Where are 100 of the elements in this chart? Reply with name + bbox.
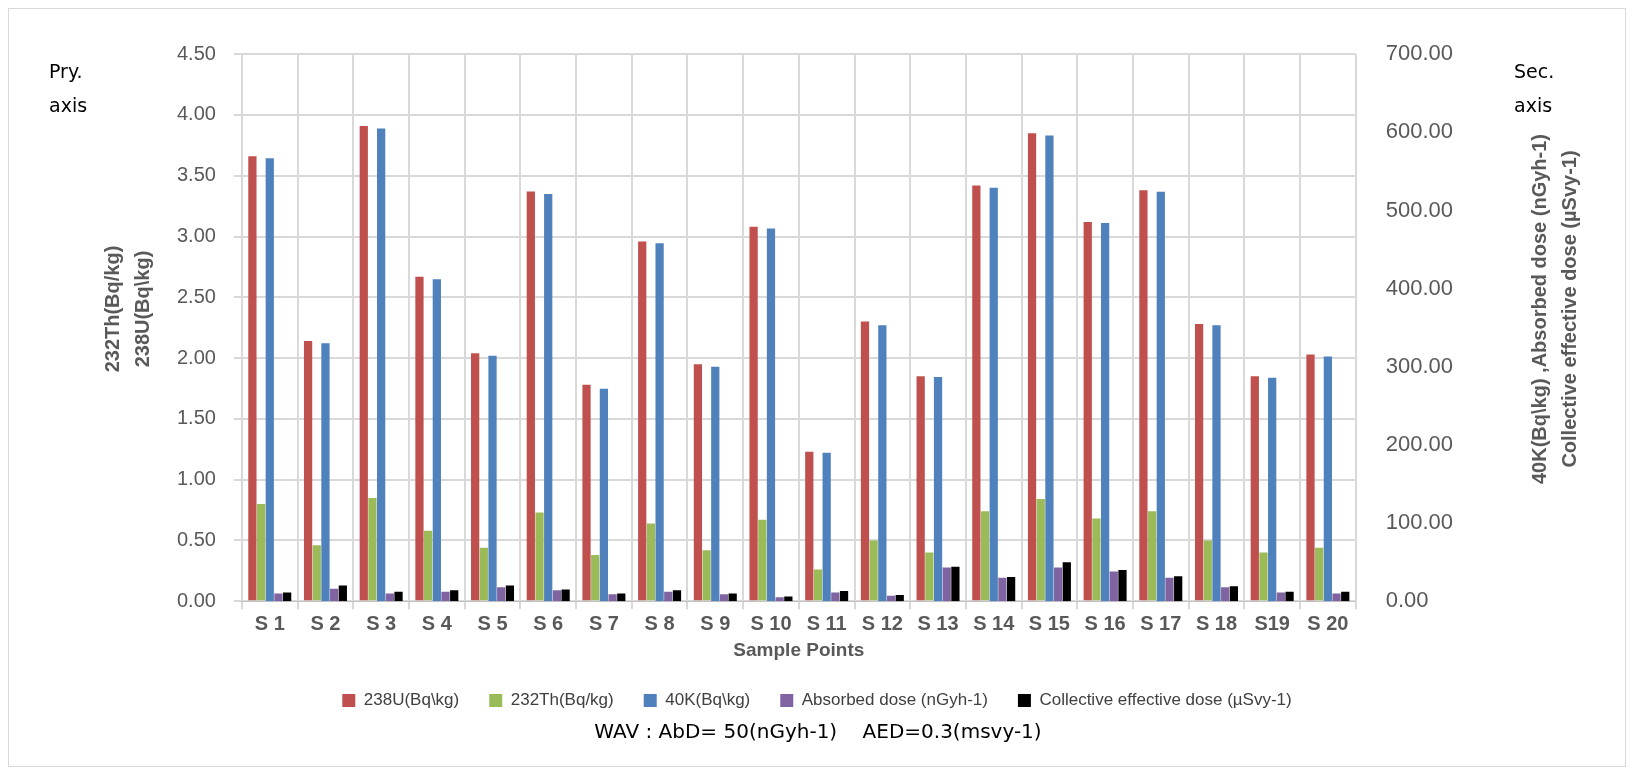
bar	[1156, 191, 1165, 602]
x-tick-label: S 6	[533, 611, 564, 634]
bar	[916, 376, 925, 601]
x-axis-title: Sample Points	[733, 638, 865, 660]
y2-axis-title: 40K(Bq\kg) ,Absorbed dose (nGyh-1) Collective effective dose (µSvy-1)	[1527, 133, 1581, 485]
bar	[1053, 567, 1063, 602]
bar	[702, 550, 711, 601]
bar	[805, 451, 814, 601]
bar	[617, 593, 626, 602]
bar	[283, 592, 292, 602]
x-tick-label: S 4	[421, 611, 453, 634]
x-tick-label: S 10	[750, 611, 792, 634]
bar	[544, 194, 553, 602]
bar	[312, 545, 321, 601]
bar	[1203, 540, 1212, 601]
bar	[582, 384, 591, 601]
bar	[638, 241, 647, 601]
x-tick-label: S 5	[477, 611, 508, 634]
bar	[1259, 552, 1268, 601]
bar	[1332, 593, 1341, 602]
bar	[330, 588, 339, 602]
y2-tick-label: 0.00	[1385, 587, 1429, 613]
x-tick-label: S 18	[1195, 611, 1238, 634]
bar	[664, 591, 673, 602]
bar	[488, 355, 497, 602]
bar	[1100, 222, 1110, 602]
bar	[711, 366, 720, 602]
bar	[980, 511, 990, 601]
y-tick-label: 3.50	[176, 163, 216, 186]
bar	[1062, 562, 1071, 602]
x-tick-label: S 14	[973, 611, 1016, 634]
bar	[265, 158, 274, 602]
bar	[591, 555, 600, 601]
bar	[728, 593, 737, 602]
x-tick-label: S 11	[806, 611, 847, 634]
bar	[831, 592, 840, 602]
bar	[1027, 133, 1037, 601]
x-tick-label: S 16	[1084, 611, 1126, 634]
y-tick-label: 1.50	[176, 406, 216, 429]
bar	[1165, 577, 1174, 602]
y2-tick-label: 600.00	[1385, 118, 1454, 144]
bar	[925, 552, 934, 601]
bar	[608, 594, 617, 602]
bar	[869, 540, 878, 601]
y2-tick-label: 400.00	[1385, 274, 1454, 300]
legend-label: 238U(Bq\kg)	[363, 690, 460, 710]
y-tick-label: 4.00	[176, 102, 216, 125]
x-tick-label: S 7	[588, 611, 619, 634]
bar	[505, 585, 515, 602]
bar	[256, 503, 266, 601]
bar	[951, 566, 960, 602]
bar	[321, 343, 330, 602]
y-tick-label: 1.00	[176, 467, 216, 490]
bar	[758, 519, 767, 601]
bar	[1045, 135, 1054, 602]
x-tick-label: S19	[1254, 611, 1290, 634]
bar	[1229, 586, 1238, 602]
bar	[942, 567, 951, 602]
bar	[441, 591, 450, 602]
text: WAV : AbD= 50(nGyh-1) AED=0.3(msvy-1)	[593, 718, 1043, 745]
y-tick-label: 0.00	[176, 588, 216, 611]
bar	[1285, 591, 1294, 602]
x-tick-label: S 12	[861, 611, 903, 634]
y2-tick-label: 200.00	[1385, 430, 1454, 456]
x-tick-label: S 17	[1140, 611, 1182, 634]
legend-label: 40K(Bq\kg)	[665, 690, 751, 710]
x-tick-label: S 1	[254, 611, 285, 634]
bar	[766, 228, 776, 602]
bar	[693, 364, 703, 601]
x-tick-label: S 20	[1307, 611, 1349, 634]
bar	[377, 128, 386, 602]
text: Pry. axis	[49, 59, 88, 118]
bar	[432, 279, 441, 602]
bar	[1092, 518, 1101, 601]
y2-tick-label: 500.00	[1385, 196, 1454, 222]
bar	[749, 226, 758, 601]
bar	[672, 590, 682, 602]
bar	[933, 376, 943, 602]
bar	[368, 497, 377, 601]
bar	[599, 388, 609, 602]
y2-tick-label: 700.00	[1385, 40, 1454, 66]
bar	[1221, 587, 1230, 602]
bar	[450, 590, 459, 602]
bar	[972, 185, 981, 601]
bar	[274, 593, 283, 602]
y-tick-label: 0.50	[176, 527, 216, 550]
x-tick-label: S 13	[917, 611, 959, 634]
bar	[1174, 576, 1183, 602]
bar	[535, 512, 544, 601]
bar	[998, 577, 1007, 602]
y2-tick-label: 300.00	[1385, 352, 1454, 378]
bar	[338, 585, 347, 602]
bar	[895, 594, 904, 602]
bar	[1315, 547, 1324, 601]
bar	[839, 591, 849, 602]
y-axis-title: 232Th(Bq/kg) 238U(Bq\kg)	[100, 245, 154, 373]
y-tick-label: 2.50	[176, 284, 216, 307]
bar	[248, 156, 257, 601]
bar	[1276, 592, 1285, 602]
bar	[1194, 324, 1204, 601]
